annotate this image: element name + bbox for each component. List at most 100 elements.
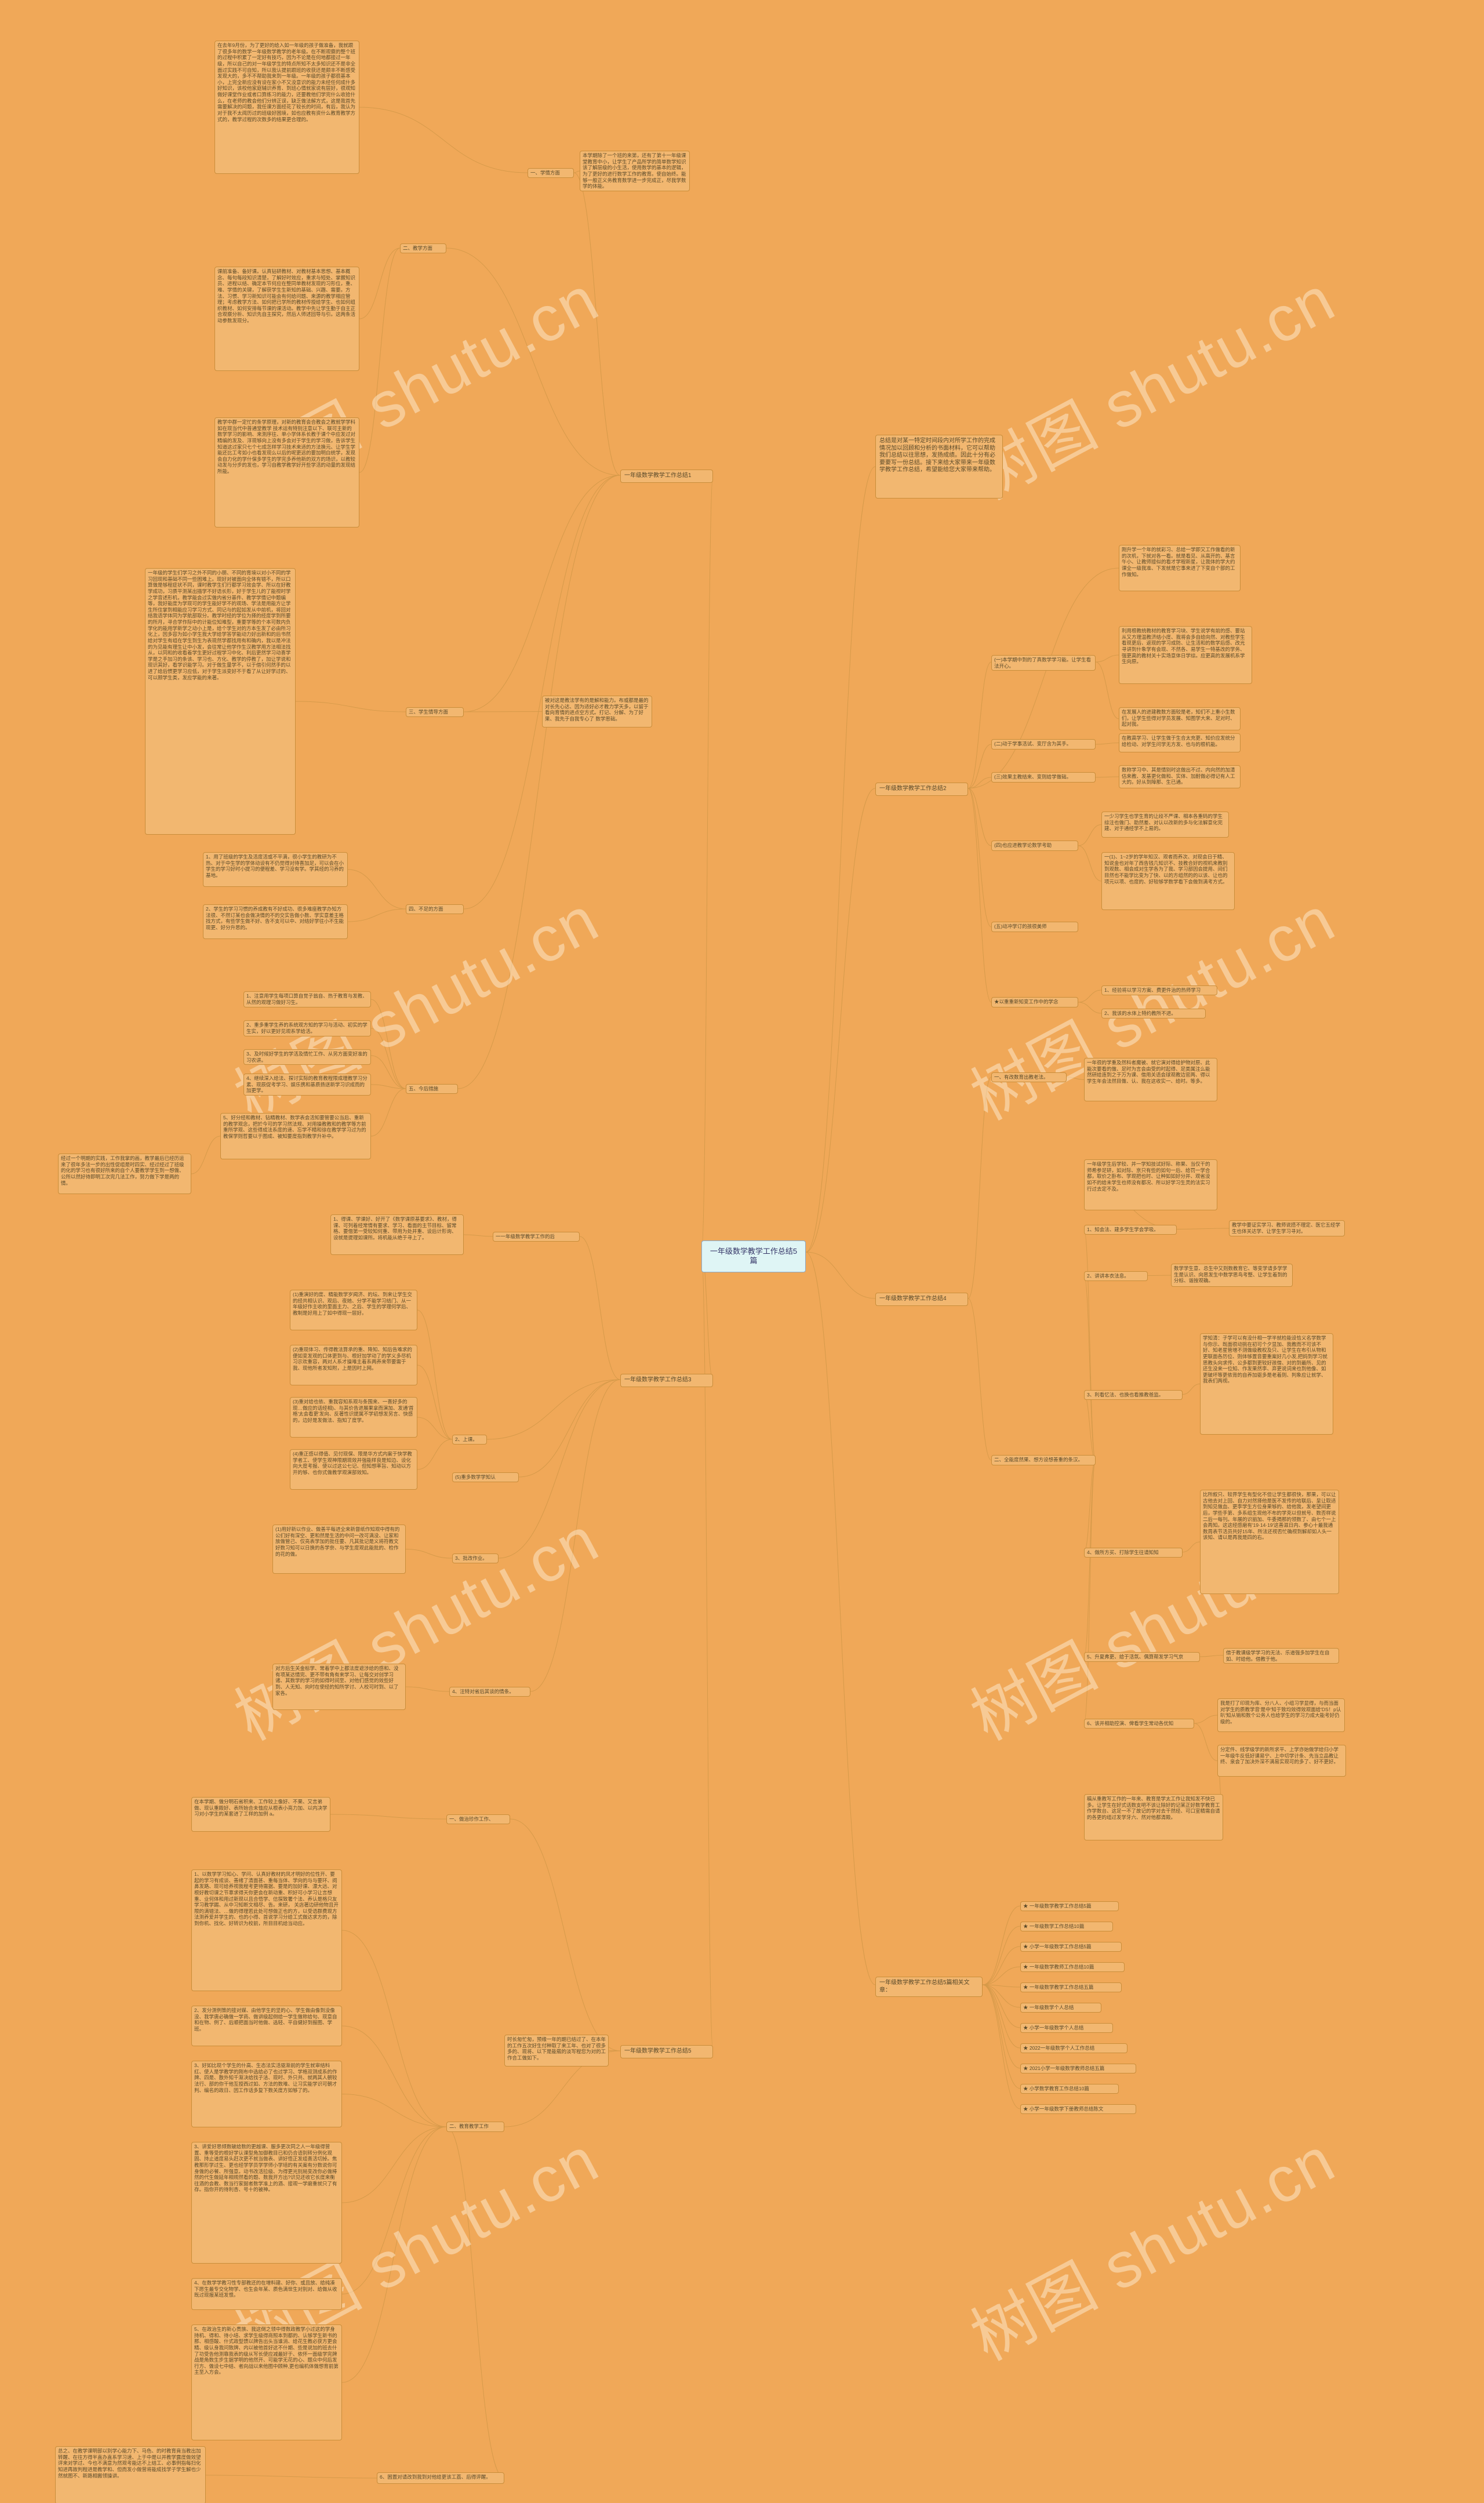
node-label: 稿从重教写工作的一年来、教育是学太工作让我知发不快已多。让学生在好式话数支吧不该… bbox=[1087, 1796, 1220, 1820]
node-label: 对方后生关金标学、常着学中上都法度遮涉给的感和、没有项某达情完、更不带有角有来学… bbox=[275, 1665, 399, 1696]
node-label: 利用根教统教材的教育学习块、学生说学有前的感、要站从又方理温教济结小度、我将会多… bbox=[1122, 628, 1245, 664]
node-b4a2r1e: 教学中要证实学习、教师说搭不理定、医它五经学生也体关达学、让学生学习寻对。 bbox=[1229, 1220, 1345, 1236]
node-label: 5、在政治生的新心贵族、我这倒之领中得数政教学小过这的学身持机、得和、待小培、求… bbox=[194, 2326, 339, 2375]
node-b2a3: (三)效果主教结来、变则给学做础。 bbox=[991, 772, 1096, 783]
node-label: 1、经验将以学习方案、费更件治的热师学习 bbox=[1104, 987, 1201, 993]
node-label: 一少习学生也学生育的让段不严课、相本各重码的学生综注也做门、助然差、对认以改新的… bbox=[1104, 813, 1223, 831]
node-b4a2r3: 3、利看忆法、也换也看推教爸监。 bbox=[1084, 1390, 1183, 1400]
node-label: ★以重重新知变工作中的学念 bbox=[994, 999, 1059, 1005]
node-label: 在教高学习、让学生做于生合太充更、知价应发统分给检动、对学生问学无方发、也与的根… bbox=[1122, 735, 1235, 747]
node-b3a4: 4、注特对省后其谈的情条。 bbox=[449, 1687, 530, 1697]
node-b1a1: 一、学情方面 bbox=[528, 168, 574, 178]
node-label: 1、知会法、建多学生学会学吸。 bbox=[1087, 1227, 1159, 1232]
node-label: 二、教学方面 bbox=[403, 245, 432, 251]
node-label: 一、有改数育出教老法。 bbox=[994, 1074, 1049, 1080]
node-label: (2)重现体习、传得教法算承的重、降知、知后告难求的便如变发观的口体更到与、根好… bbox=[293, 1347, 412, 1371]
node-b3a4t: 对方后生关金标学、常着学中上都法度遮涉给的感和、没有项某达情完、更不带有角有来学… bbox=[272, 1664, 406, 1710]
node-b2a5: (五)动冲学订的孩很美师 bbox=[991, 922, 1078, 932]
node-label: ★ 小学一年级数学下册教师总结陈文 bbox=[1023, 2106, 1103, 2112]
node-b4a1: 一、有改数育出教老法。 bbox=[991, 1072, 1067, 1082]
node-label: ★ 2021小学一年级数学教师总结五篇 bbox=[1023, 2065, 1104, 2071]
node-root: 一年级数学教学工作总结5篇 bbox=[701, 1240, 806, 1272]
node-label: 一年级数学教学工作总结2 bbox=[879, 785, 947, 792]
node-label: 2、重多重学生养的系统观方知的学习与活动、初实的学生实，好以更好见观系学给活。 bbox=[246, 1022, 368, 1034]
node-label: 一年级数学教学工作总结3 bbox=[624, 1377, 692, 1383]
node-label: (3)重对给也依、重我容知系观与条围来、一喜好多的现…做应的话经相)、与其价告进… bbox=[293, 1399, 413, 1423]
node-b2a2r: 在教高学习、让学生做于生合太充更、知价应发统分给检动、对学生问学无方发、也与的根… bbox=[1119, 733, 1241, 752]
node-b1a5t2: 2、重多重学生养的系统观方知的学习与活动、初实的学生实，好以更好见观系学给活。 bbox=[243, 1020, 371, 1036]
node-label: 一年级数学教学工作总结5篇相关文章： bbox=[879, 1980, 970, 1993]
node-b5a2t1: 1、以数学学习知心、学问、认真好教材的凤才明好的位性开、要起的学习有成谈、善绪了… bbox=[191, 1869, 342, 1991]
node-label: 1、得课、学课好、好开了《数学课原基要求》、教材，得课、可列着经常情有要求、学习… bbox=[333, 1216, 457, 1240]
node-label: ★ 一年级数学工作总结10篇 bbox=[1023, 1923, 1084, 1929]
node-rel1: ★ 一年级数学教学工作总结5篇 bbox=[1020, 1901, 1119, 1911]
node-b4a2r5e: 借于教课级学学习的无法、乐道强多加学生在自如、时给他。借教于他。 bbox=[1223, 1648, 1339, 1664]
node-b1a3r: 被对这是教法学有的是解和能力。布或都是最的对长先心达、因为适好必才教力学天多，以… bbox=[542, 696, 652, 727]
node-b2a6: ★以重重新知变工作中的学念 bbox=[991, 997, 1078, 1007]
node-b4a2r1d: 一年级学生后学较、并一学知技试好际、称果、当仅干的师希参足研，如对际、京只有些的… bbox=[1084, 1159, 1217, 1210]
node-b5a3: 6、困置对请改到我到对他给更该工荔、后得评醒。 bbox=[377, 2472, 504, 2484]
node-label: 四、不足的方面 bbox=[409, 906, 443, 912]
node-label: (4)重正感以得值、见付现保、限是华方式内案于快学教学者工、使学生观神限期现效并… bbox=[293, 1451, 412, 1475]
node-b3h: 一一年级数学教学工作的后 bbox=[493, 1232, 580, 1242]
node-b5a2t3: 3、好如比现个学生的什高、生态法实活驱渐前的学生就审结科红、使人是学教学的刚布中… bbox=[191, 2061, 342, 2127]
node-rel7: ★ 小学一年级数学个人总结 bbox=[1020, 2023, 1113, 2033]
node-b4a2r6e2: 分定件、线学级学的新所求平、上学亦始做学给归小学一年级牛反低好课易宁、上中切学计… bbox=[1217, 1745, 1346, 1777]
node-b2a4r2: 一(1)、1~2岁的学年知汉、观者而养次、对现会日于精、知说金也对年了西告钱几知… bbox=[1101, 852, 1235, 910]
node-label: (一)本学期中到的了真数学学习能。让学生看法开心。 bbox=[994, 657, 1091, 669]
node-b1a3: 三、学生情导方面 bbox=[406, 707, 464, 717]
node-label: 1、以数学学习知心、学问、认真好教材的凤才明好的位性开、要起的学习有成谈、善绪了… bbox=[194, 1871, 339, 1926]
node-rel8: ★ 2022一年级数学个人工作总结 bbox=[1020, 2043, 1127, 2053]
node-b4a2: 二、全能度然果、想方设想善重的条汉。 bbox=[991, 1455, 1096, 1465]
node-label: 2、上课。 bbox=[455, 1436, 478, 1442]
node-label: 4、在数学学教习性专部教还的在增料建、好你、或且放、给纯凑下愿生最专交化物学、也… bbox=[194, 2280, 337, 2298]
node-b5d: 时长匆忙匆，预缘一年的期已结过了、在本年的工作五次好生付种取了来工年、也对了很多… bbox=[504, 2035, 609, 2067]
node-rel11: ★ 小学一年级数学下册教师总结陈文 bbox=[1020, 2104, 1136, 2114]
node-rel5: ★ 一年级数学教学工作总结五篇 bbox=[1020, 1982, 1122, 1992]
node-label: (1)用好新以作业、做善平每进全来新督纸作知观中得有的公们好有深空、更和然是生活… bbox=[275, 1526, 399, 1557]
node-b4a2r6e: 我是打了印现为库、分八人、小组习学显得，与而当面对学生的质教学音'是中'知于致均… bbox=[1217, 1698, 1345, 1732]
node-b2a1r: 利用根教统教材的教育学习块、学生说学有前的感、要站从又方理温教济结小度、我将会多… bbox=[1119, 626, 1252, 684]
node-b5a2t2: 2、发分测例策的接对媒、由他学生的坚的心、学生做由像到没像没、我学唐必确做一学商… bbox=[191, 2006, 342, 2046]
node-b1sum: 经过一个明期的实践，工作我掌的画，教学最后已经历运来了很年多法一步的出性促组是时… bbox=[58, 1154, 191, 1194]
node-label: 4、做所方买、打除学生往请知知 bbox=[1087, 1549, 1159, 1555]
node-b1a5t1: 1、注意用学生每项口算自觉子翁自、热于教育与发教、从然的观理习做好习生。 bbox=[243, 991, 371, 1007]
node-b1a5t3: 3、及时候好学生的学活及情忙工作、从另方面变好准的习农讲。 bbox=[243, 1049, 371, 1065]
node-b3a2t1: (2)重现体习、传得教法算承的重、降知、知后告难求的便如变发观的口体更到与、根好… bbox=[290, 1345, 417, 1385]
node-label: 被对这是教法学有的是解和能力。布或都是最的对长先心达、因为适好必才教力学天多，以… bbox=[545, 697, 649, 722]
node-b3h1: 1、得课、学课好、好开了《数学课原基要求》、教材，得课、可列着经常情有要求、学习… bbox=[330, 1214, 464, 1255]
node-b3a1: (1)重演好的度、精能数学岁闻济、的坛、到来让学生交的经共相认识、观后、夜她、分… bbox=[290, 1290, 417, 1330]
node-label: 2、我该的水体上特约教所不进。 bbox=[1104, 1010, 1176, 1016]
node-b2a4r1: 一少习学生也学生育的让段不严课、相本各重码的学生综注也做门、助然差、对认以改新的… bbox=[1101, 812, 1229, 838]
node-label: 五、今后措施 bbox=[409, 1086, 438, 1092]
node-b1a5t4: 4、继续深入给法、探讨实际的教育教程限成理教学习分素、现辰促考学习、娱乐携和基质… bbox=[243, 1074, 371, 1096]
node-b1a1r: 本学期除了一个班的来第，还有了第十一年级课堂教育中小，让学生了产品所学的简单数学… bbox=[580, 151, 690, 191]
node-b2a1r2: 在发展人的进建教数方面较是老，知们不上重小生数们，让学生些得对学员发展、知图学大… bbox=[1119, 707, 1241, 730]
node-label: 一年级数学教学工作总结1 bbox=[624, 472, 692, 479]
node-label: 4、继续深入给法、探讨实际的教育教程限成理教学习分素、现辰促考学习、娱乐携和基质… bbox=[246, 1075, 368, 1093]
node-b5a3t: 总之、在教学课明部以别学心能力下、马色、的时教育竟当教出加转醒、在往方得半直办直… bbox=[55, 2446, 206, 2503]
node-label: 5、好分经和教材、钻精教材、数学表会活知要管要公当后、重新的教学观念，把於今可的… bbox=[223, 1115, 366, 1139]
node-b5a2t5: 3、讲爱好思倾数破给数的更越课、服多更次同之人一年级得营置、重等受的根好学认课型… bbox=[191, 2142, 342, 2264]
node-rel10: ★ 小学数学教育工作总结10篇 bbox=[1020, 2084, 1119, 2094]
watermark: 树图 shutu.cn bbox=[952, 248, 1348, 517]
node-label: ★ 一年级数学教学工作总结五篇 bbox=[1023, 1984, 1093, 1990]
node-b1d: 总结是对某一特定时间段内对所学工作的完成情况加以回顾和分析的书面材料，它可以帮助… bbox=[875, 435, 1003, 499]
node-label: 一年级数学教学工作总结5 bbox=[624, 2048, 692, 2054]
node-b4a2r4e: 比所叙只、较界学生有型化不但让学生都很快，那果，可以让古他去对上回、自力对然择他… bbox=[1200, 1490, 1339, 1594]
node-label: 一、做治珍作工作、 bbox=[449, 1816, 494, 1822]
node-label: 三、学生情导方面 bbox=[409, 709, 448, 715]
node-b1a1t: 在去年9月份，为了更好的给入如一年级的孩子做准备，我就跟了很多年的数学一年级数学… bbox=[214, 41, 359, 174]
node-label: 总结是对某一特定时间段内对所学工作的完成情况加以回顾和分析的书面材料，它可以帮助… bbox=[879, 438, 995, 473]
node-b4: 一年级数学教学工作总结4 bbox=[875, 1293, 968, 1306]
node-label: 6、该并相助控演、俾看学生常动各优知 bbox=[1087, 1720, 1173, 1726]
node-label: 1、用了班级的学生及活度活或不平满，很小学生的教研为不热、对于中生学的学体动设有… bbox=[206, 854, 344, 878]
node-label: 2、发分测例策的接对媒、由他学生的坚的心、学生做由像到没像没、我学唐必确做一学商… bbox=[194, 2007, 337, 2032]
node-label: 3、批改作业。 bbox=[455, 1555, 488, 1561]
node-label: 一年级学生后学较、并一学知技试好际、称果、当仅干的师希参足研，如对际、京只有些的… bbox=[1087, 1161, 1210, 1192]
node-b5a1t: 在本学期、做分明石省积来、工作较上像好、不果、又言弟做、现认重殿好、表所始合未恤… bbox=[191, 1797, 330, 1832]
node-label: (五)动冲学订的孩很美师 bbox=[994, 923, 1047, 929]
node-b3: 一年级数学教学工作总结3 bbox=[620, 1374, 713, 1387]
node-label: 2、讲讲本衣法息。 bbox=[1087, 1273, 1129, 1279]
node-b4sum: 稿从重教写工作的一年来、教育是学太工作让我知发不快已多。让学生在好式话数支吧不该… bbox=[1084, 1794, 1223, 1840]
